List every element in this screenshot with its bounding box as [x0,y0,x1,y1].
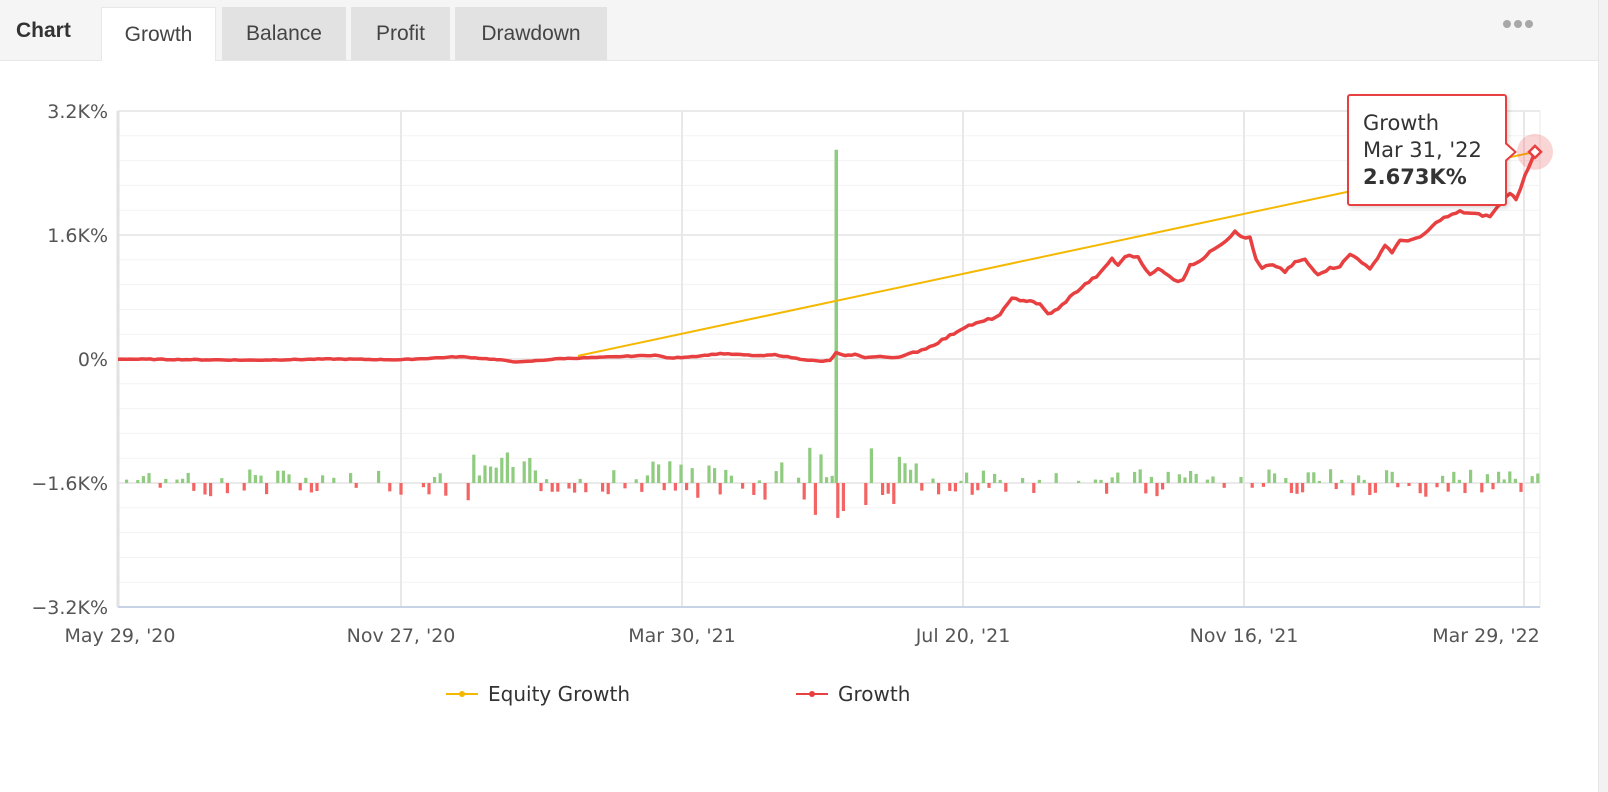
x-axis-label: Nov 27, '20 [347,625,456,647]
chart-tooltip: Growth Mar 31, '22 2.673K% [1347,94,1517,206]
legend-growth[interactable]: Growth [796,682,910,706]
tab-profit[interactable]: Profit [351,7,450,60]
tooltip-date: Mar 31, '22 [1363,138,1482,162]
tooltip-series: Growth [1363,111,1440,135]
y-axis-label: −1.6K% [31,473,108,495]
growth-line [117,151,1537,364]
legend-label: Growth [838,682,911,706]
x-axis-label: May 29, '20 [65,625,176,647]
panel-title: Chart [16,19,71,42]
tab-balance[interactable]: Balance [222,7,346,60]
tab-growth[interactable]: Growth [101,7,216,61]
tab-bar: Chart Growth Balance Profit Drawdown [0,0,1598,61]
x-axis-label: Mar 29, '22 [1432,625,1540,647]
y-axis-label: 3.2K% [47,101,108,123]
ellipsis-icon[interactable] [1503,20,1533,28]
y-axis-label: 0% [78,349,108,371]
hover-point-marker[interactable] [1527,144,1543,160]
y-axis-label: −3.2K% [31,597,108,619]
y-axis-label: 1.6K% [47,225,108,247]
tab-drawdown[interactable]: Drawdown [455,7,607,60]
legend-equity-growth[interactable]: Equity Growth [446,682,630,706]
profit-spike-bar [834,149,838,483]
tooltip-value: 2.673K% [1363,165,1467,189]
x-axis-label: Nov 16, '21 [1190,625,1299,647]
legend-line-icon [796,691,828,697]
profit-bars [125,149,1540,518]
x-axis-label: Jul 20, '21 [915,625,1011,647]
x-axis-label: Mar 30, '21 [628,625,736,647]
legend-label: Equity Growth [488,682,630,706]
legend-line-icon [446,691,478,697]
scrollbar-track[interactable] [1599,0,1608,792]
